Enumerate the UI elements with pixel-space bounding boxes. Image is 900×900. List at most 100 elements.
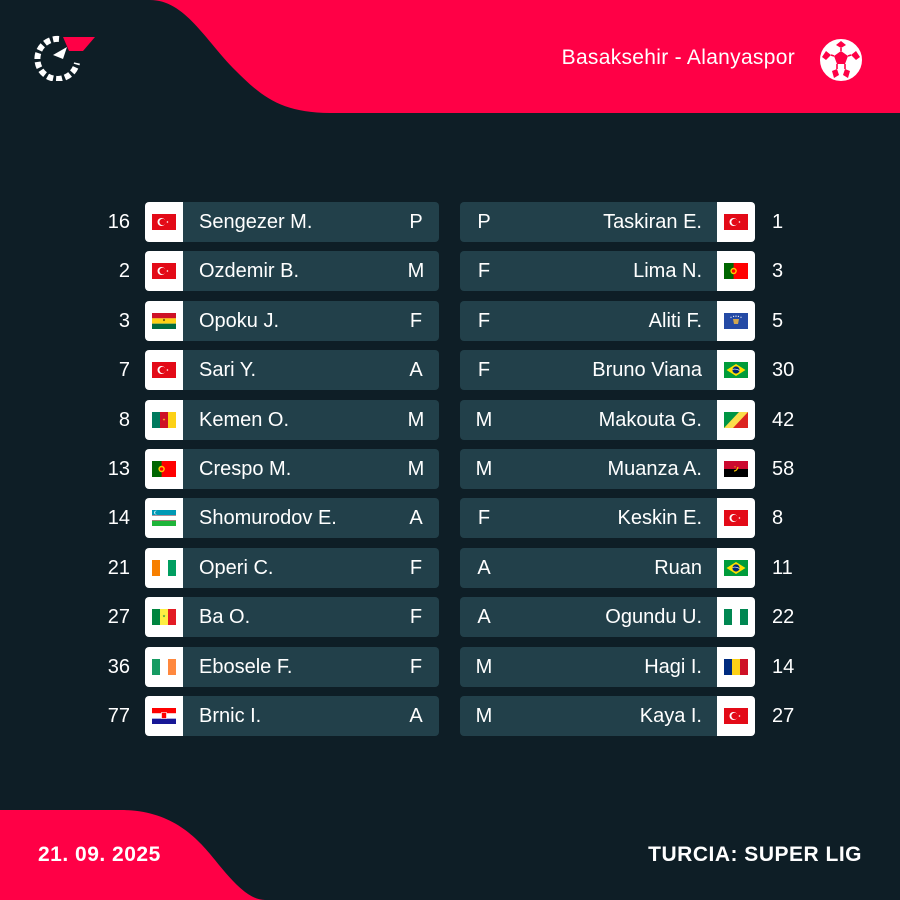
away-player-flag-icon [717, 449, 755, 489]
home-player-bar: Kemen O. M [183, 399, 439, 440]
home-player-name: Sengezer M. [199, 211, 313, 233]
away-player-position: F [477, 260, 491, 283]
away-player-position: M [475, 655, 493, 678]
away-player-position: M [475, 705, 493, 727]
home-player-position: A [409, 705, 423, 727]
lineup-row: 27 Ba O. F A Ogundu U. 22 [0, 597, 900, 638]
away-player-position: M [475, 408, 493, 431]
home-player-flag-icon [145, 251, 183, 292]
away-player-name: Ruan [654, 556, 702, 579]
away-player-number: 11 [772, 556, 793, 579]
home-player-name: Crespo M. [199, 458, 292, 480]
away-player-bar: P Taskiran E. [460, 202, 717, 242]
lineup-row: 8 Kemen O. M M Makouta G. 42 [0, 399, 900, 440]
lineup-row: 13 Crespo M. M M Muanza A. 58 [0, 449, 900, 489]
home-player-number: 21 [107, 556, 130, 579]
away-player-name: Taskiran E. [603, 211, 702, 233]
home-player-bar: Shomurodov E. A [183, 498, 439, 539]
home-player-name: Ozdemir B. [199, 260, 300, 283]
home-player-name: Shomurodov E. [199, 507, 337, 530]
away-player-number: 14 [772, 655, 795, 678]
away-player-number: 22 [772, 606, 795, 629]
home-player-name: Kemen O. [199, 408, 290, 431]
home-player-position: A [409, 359, 423, 382]
home-player-position: F [409, 606, 423, 629]
home-player-position: F [409, 655, 423, 678]
away-player-position: P [477, 211, 491, 233]
home-player-bar: Sengezer M. P [183, 202, 439, 242]
home-player-number: 14 [107, 507, 130, 530]
away-player-flag-icon [717, 300, 755, 341]
home-player-number: 3 [118, 309, 130, 332]
home-player-flag-icon [145, 498, 183, 539]
home-player-name: Ba O. [199, 606, 251, 629]
football-icon [820, 39, 862, 81]
home-player-position: F [409, 309, 423, 332]
away-player-bar: F Aliti F. [460, 300, 717, 341]
away-player-name: Aliti F. [648, 309, 702, 332]
home-player-bar: Operi C. F [183, 547, 439, 588]
lineup-row: 14 Shomurodov E. A F Keskin E. 8 [0, 498, 900, 539]
away-player-flag-icon [717, 350, 755, 391]
lineup-row: 3 Opoku J. F F Aliti F. 5 [0, 300, 900, 341]
home-player-number: 13 [107, 458, 130, 480]
home-player-name: Operi C. [199, 556, 274, 579]
away-player-bar: A Ogundu U. [460, 597, 717, 638]
home-player-flag-icon [145, 547, 183, 588]
away-player-position: M [475, 458, 493, 480]
away-player-bar: F Lima N. [460, 251, 717, 292]
away-player-name: Lima N. [633, 260, 702, 283]
home-player-flag-icon [145, 202, 183, 242]
home-player-name: Ebosele F. [199, 655, 293, 678]
home-player-bar: Ebosele F. F [183, 646, 439, 687]
competition-name: TURCIA: SUPER LIG [648, 843, 862, 866]
away-player-bar: A Ruan [460, 547, 717, 588]
match-title: Basaksehir - Alanyaspor [561, 46, 795, 69]
home-player-number: 8 [118, 408, 130, 431]
away-player-bar: M Muanza A. [460, 449, 717, 489]
home-player-position: F [409, 556, 423, 579]
home-player-bar: Ba O. F [183, 597, 439, 638]
home-player-flag-icon [145, 646, 183, 687]
home-player-flag-icon [145, 350, 183, 391]
away-player-flag-icon [717, 646, 755, 687]
away-player-number: 1 [772, 211, 784, 233]
away-player-bar: F Keskin E. [460, 498, 717, 539]
away-player-position: F [477, 507, 491, 530]
header-background [150, 0, 900, 113]
home-player-number: 7 [118, 359, 130, 382]
home-player-position: M [407, 408, 425, 431]
away-player-position: F [477, 359, 491, 382]
away-player-name: Kaya I. [639, 705, 702, 727]
away-player-flag-icon [717, 251, 755, 292]
home-player-position: A [409, 507, 423, 530]
flashscore-logo-icon [34, 35, 95, 81]
away-player-position: A [477, 556, 491, 579]
away-player-number: 42 [772, 408, 795, 431]
home-player-name: Brnic I. [199, 705, 262, 727]
home-player-position: M [407, 458, 425, 480]
footer-background [0, 810, 265, 900]
home-player-name: Opoku J. [199, 309, 280, 332]
away-player-bar: M Kaya I. [460, 696, 717, 736]
home-player-number: 2 [118, 260, 130, 283]
away-player-number: 3 [772, 260, 784, 283]
away-player-flag-icon [717, 597, 755, 638]
away-player-flag-icon [717, 399, 755, 440]
lineup-row: 2 Ozdemir B. M F Lima N. 3 [0, 251, 900, 292]
home-player-bar: Crespo M. M [183, 449, 439, 489]
away-player-bar: M Hagi I. [460, 646, 717, 687]
home-player-position: P [409, 211, 423, 233]
home-player-number: 77 [107, 705, 130, 727]
away-player-name: Ogundu U. [605, 606, 702, 629]
away-player-name: Makouta G. [598, 408, 702, 431]
home-player-bar: Brnic I. A [183, 696, 439, 736]
lineup-row: 77 Brnic I. A M Kaya I. 27 [0, 696, 900, 736]
home-player-bar: Opoku J. F [183, 300, 439, 341]
home-player-flag-icon [145, 399, 183, 440]
home-player-bar: Sari Y. A [183, 350, 439, 391]
away-player-flag-icon [717, 202, 755, 242]
home-player-flag-icon [145, 449, 183, 489]
away-player-bar: F Bruno Viana [460, 350, 717, 391]
away-player-position: A [477, 606, 491, 629]
